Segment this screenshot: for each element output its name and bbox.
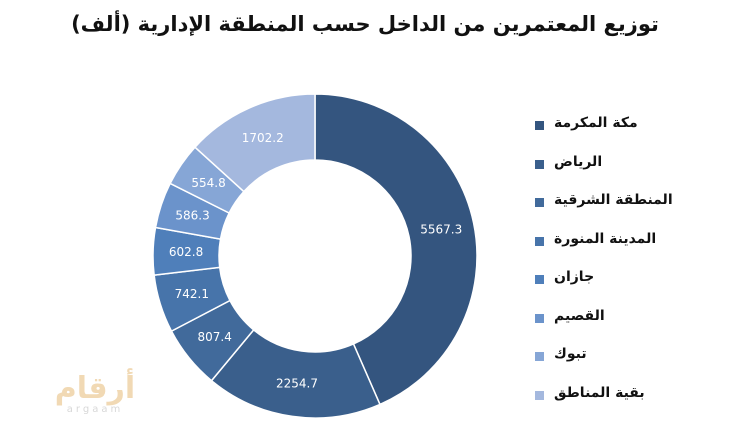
- legend-swatch: [535, 313, 544, 323]
- legend-swatch: [535, 390, 544, 400]
- legend-swatch: [535, 275, 544, 284]
- data-label: 742.1: [175, 287, 209, 301]
- watermark-logo-text: أرقام: [54, 371, 136, 406]
- legend: مكة المكرمة الرياض المنطقة الشرقية المدينة …: [535, 115, 695, 423]
- legend-item: الرياض: [535, 154, 695, 193]
- legend-item: القصيم: [535, 308, 695, 347]
- data-label: 1702.2: [242, 131, 284, 145]
- data-label: 554.8: [191, 176, 225, 190]
- legend-swatch: [535, 236, 544, 246]
- legend-item: تبوك: [535, 346, 695, 385]
- legend-label: الرياض: [554, 153, 603, 170]
- data-label: 807.4: [198, 330, 232, 344]
- legend-swatch: [535, 198, 544, 207]
- legend-item: المنطقة الشرقية: [535, 192, 695, 231]
- legend-label: جازان: [554, 269, 595, 285]
- legend-label: تبوك: [554, 346, 587, 362]
- data-label: 602.8: [169, 245, 203, 259]
- data-label: 5567.3: [420, 223, 462, 237]
- legend-label: المنطقة الشرقية: [554, 192, 673, 208]
- donut-slice: [314, 93, 478, 406]
- legend-label: مكة المكرمة: [554, 115, 638, 131]
- legend-swatch: [535, 352, 544, 361]
- legend-label: القصيم: [554, 307, 605, 324]
- chart-title: توزيع المعتمرين من الداخل حسب المنطقة ال…: [71, 12, 659, 36]
- donut-slices: [152, 93, 478, 419]
- watermark-latin-text: argaam: [66, 404, 124, 415]
- legend-item: المدينة المنورة: [535, 231, 695, 270]
- legend-item: مكة المكرمة: [535, 115, 695, 154]
- data-label: 586.3: [175, 208, 209, 222]
- argaam-watermark: أرقام argaam: [50, 371, 140, 416]
- legend-label: المدينة المنورة: [554, 230, 657, 247]
- legend-swatch: [535, 121, 544, 130]
- legend-label: بقية المناطق: [554, 384, 645, 401]
- legend-item: جازان: [535, 269, 695, 308]
- data-label: 2254.7: [276, 377, 318, 391]
- donut-slice: [193, 93, 316, 193]
- legend-item: بقية المناطق: [535, 385, 695, 424]
- legend-swatch: [535, 159, 544, 169]
- data-labels: 5567.3 2254.7 807.4 742.1 602.8 586.3 554.8 170…: [169, 131, 462, 391]
